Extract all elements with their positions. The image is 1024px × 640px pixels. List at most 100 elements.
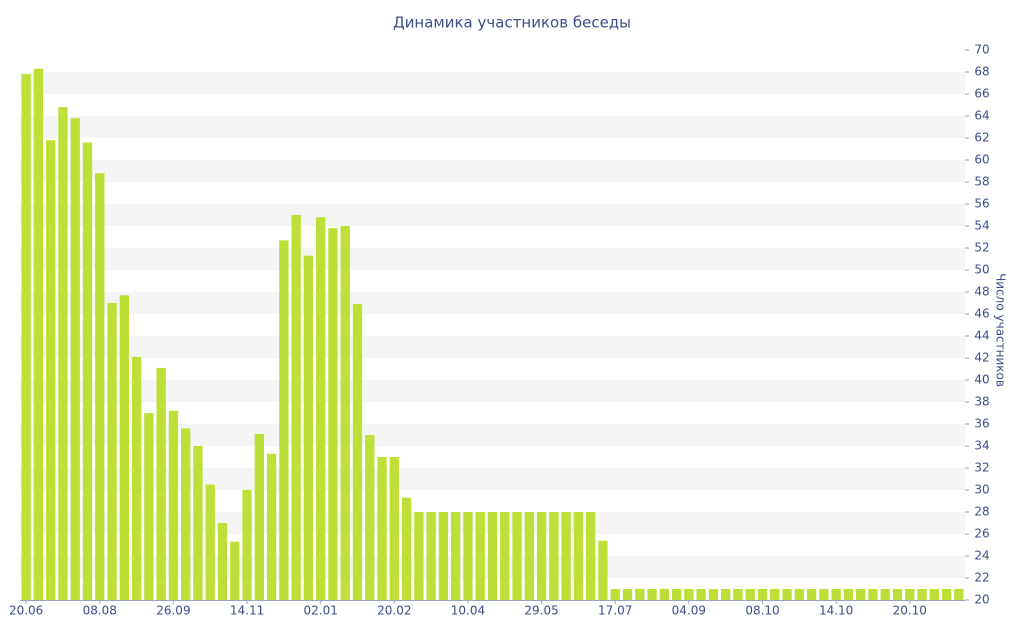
bar	[70, 118, 80, 600]
bar	[868, 589, 878, 600]
bar	[303, 255, 314, 600]
y-tick-label: 62	[974, 131, 989, 145]
bar	[647, 589, 657, 600]
bar	[401, 497, 412, 600]
y-tick-label: 50	[974, 263, 989, 277]
bar	[819, 589, 829, 600]
bar	[917, 589, 927, 600]
y-tick-label: 56	[974, 197, 989, 211]
y-tick-label: 28	[974, 505, 989, 519]
bar	[205, 484, 215, 600]
bar	[156, 367, 166, 600]
bar	[144, 413, 154, 600]
bar	[598, 540, 608, 600]
bar	[745, 589, 755, 600]
bar	[389, 457, 399, 600]
bar	[757, 589, 768, 600]
y-tick-label: 36	[974, 417, 989, 431]
bar	[684, 589, 694, 600]
bar	[266, 453, 277, 600]
y-axis-label: Число участников	[994, 273, 1008, 387]
bar	[352, 304, 363, 600]
grid-band	[20, 116, 965, 138]
y-tick-label: 20	[974, 593, 989, 607]
grid-band	[20, 204, 965, 226]
bar	[438, 512, 449, 600]
bar	[941, 589, 952, 600]
bar	[487, 512, 498, 600]
x-tick-label: 04.09	[672, 604, 706, 618]
bar	[463, 512, 473, 600]
x-tick-label: 26.09	[156, 604, 190, 618]
bar	[328, 228, 338, 600]
bar	[708, 589, 719, 600]
grid-band	[20, 292, 965, 314]
bar	[131, 356, 142, 600]
grid-band	[20, 336, 965, 358]
y-tick-label: 54	[974, 219, 989, 233]
bar	[549, 512, 559, 600]
y-tick-label: 42	[974, 351, 989, 365]
bar	[892, 589, 903, 600]
y-tick-label: 48	[974, 285, 989, 299]
bar	[500, 512, 510, 600]
y-tick-label: 68	[974, 65, 989, 79]
chart-title: Динамика участников беседы	[393, 14, 631, 32]
bar	[168, 410, 179, 600]
bar	[733, 589, 743, 600]
bar	[573, 512, 584, 600]
x-tick-label: 14.10	[819, 604, 853, 618]
x-tick-label: 08.10	[745, 604, 779, 618]
bar	[696, 589, 706, 600]
y-tick-label: 44	[974, 329, 989, 343]
bar	[659, 589, 669, 600]
y-tick-label: 24	[974, 549, 989, 563]
y-tick-label: 22	[974, 571, 989, 585]
bar	[794, 589, 804, 600]
bar	[524, 512, 534, 600]
bar	[782, 589, 792, 600]
bar	[426, 512, 436, 600]
bar	[905, 589, 915, 600]
bar	[622, 589, 633, 600]
bar	[377, 457, 387, 600]
bar	[635, 589, 645, 600]
bar	[279, 240, 289, 601]
y-tick-label: 66	[974, 87, 989, 101]
y-tick-label: 64	[974, 109, 989, 123]
bar	[856, 589, 866, 600]
bar	[254, 433, 264, 600]
y-tick-label: 38	[974, 395, 989, 409]
bar	[561, 512, 571, 600]
bar	[21, 74, 31, 600]
x-tick-label: 20.02	[377, 604, 411, 618]
grid-band	[20, 72, 965, 94]
y-tick-label: 58	[974, 175, 989, 189]
bar	[58, 107, 68, 600]
y-tick-label: 70	[974, 43, 989, 57]
x-tick-label: 29.05	[524, 604, 558, 618]
bar	[291, 215, 301, 600]
bar	[181, 428, 191, 600]
bar	[831, 589, 841, 600]
bar	[475, 512, 485, 600]
x-tick-label: 10.04	[451, 604, 485, 618]
bar	[316, 217, 326, 600]
y-tick-label: 32	[974, 461, 989, 475]
y-tick-label: 30	[974, 483, 989, 497]
y-tick-label: 46	[974, 307, 989, 321]
bar	[451, 512, 461, 600]
bar	[512, 512, 522, 600]
bar	[365, 435, 375, 600]
grid-band	[20, 248, 965, 270]
y-tick-label: 40	[974, 373, 989, 387]
bar	[119, 295, 129, 600]
grid-band	[20, 160, 965, 182]
bar	[671, 589, 682, 600]
y-tick-label: 34	[974, 439, 989, 453]
x-tick-label: 17.07	[598, 604, 632, 618]
y-tick-label: 26	[974, 527, 989, 541]
bar	[414, 512, 424, 600]
bar	[107, 303, 117, 600]
grid-band	[20, 380, 965, 402]
